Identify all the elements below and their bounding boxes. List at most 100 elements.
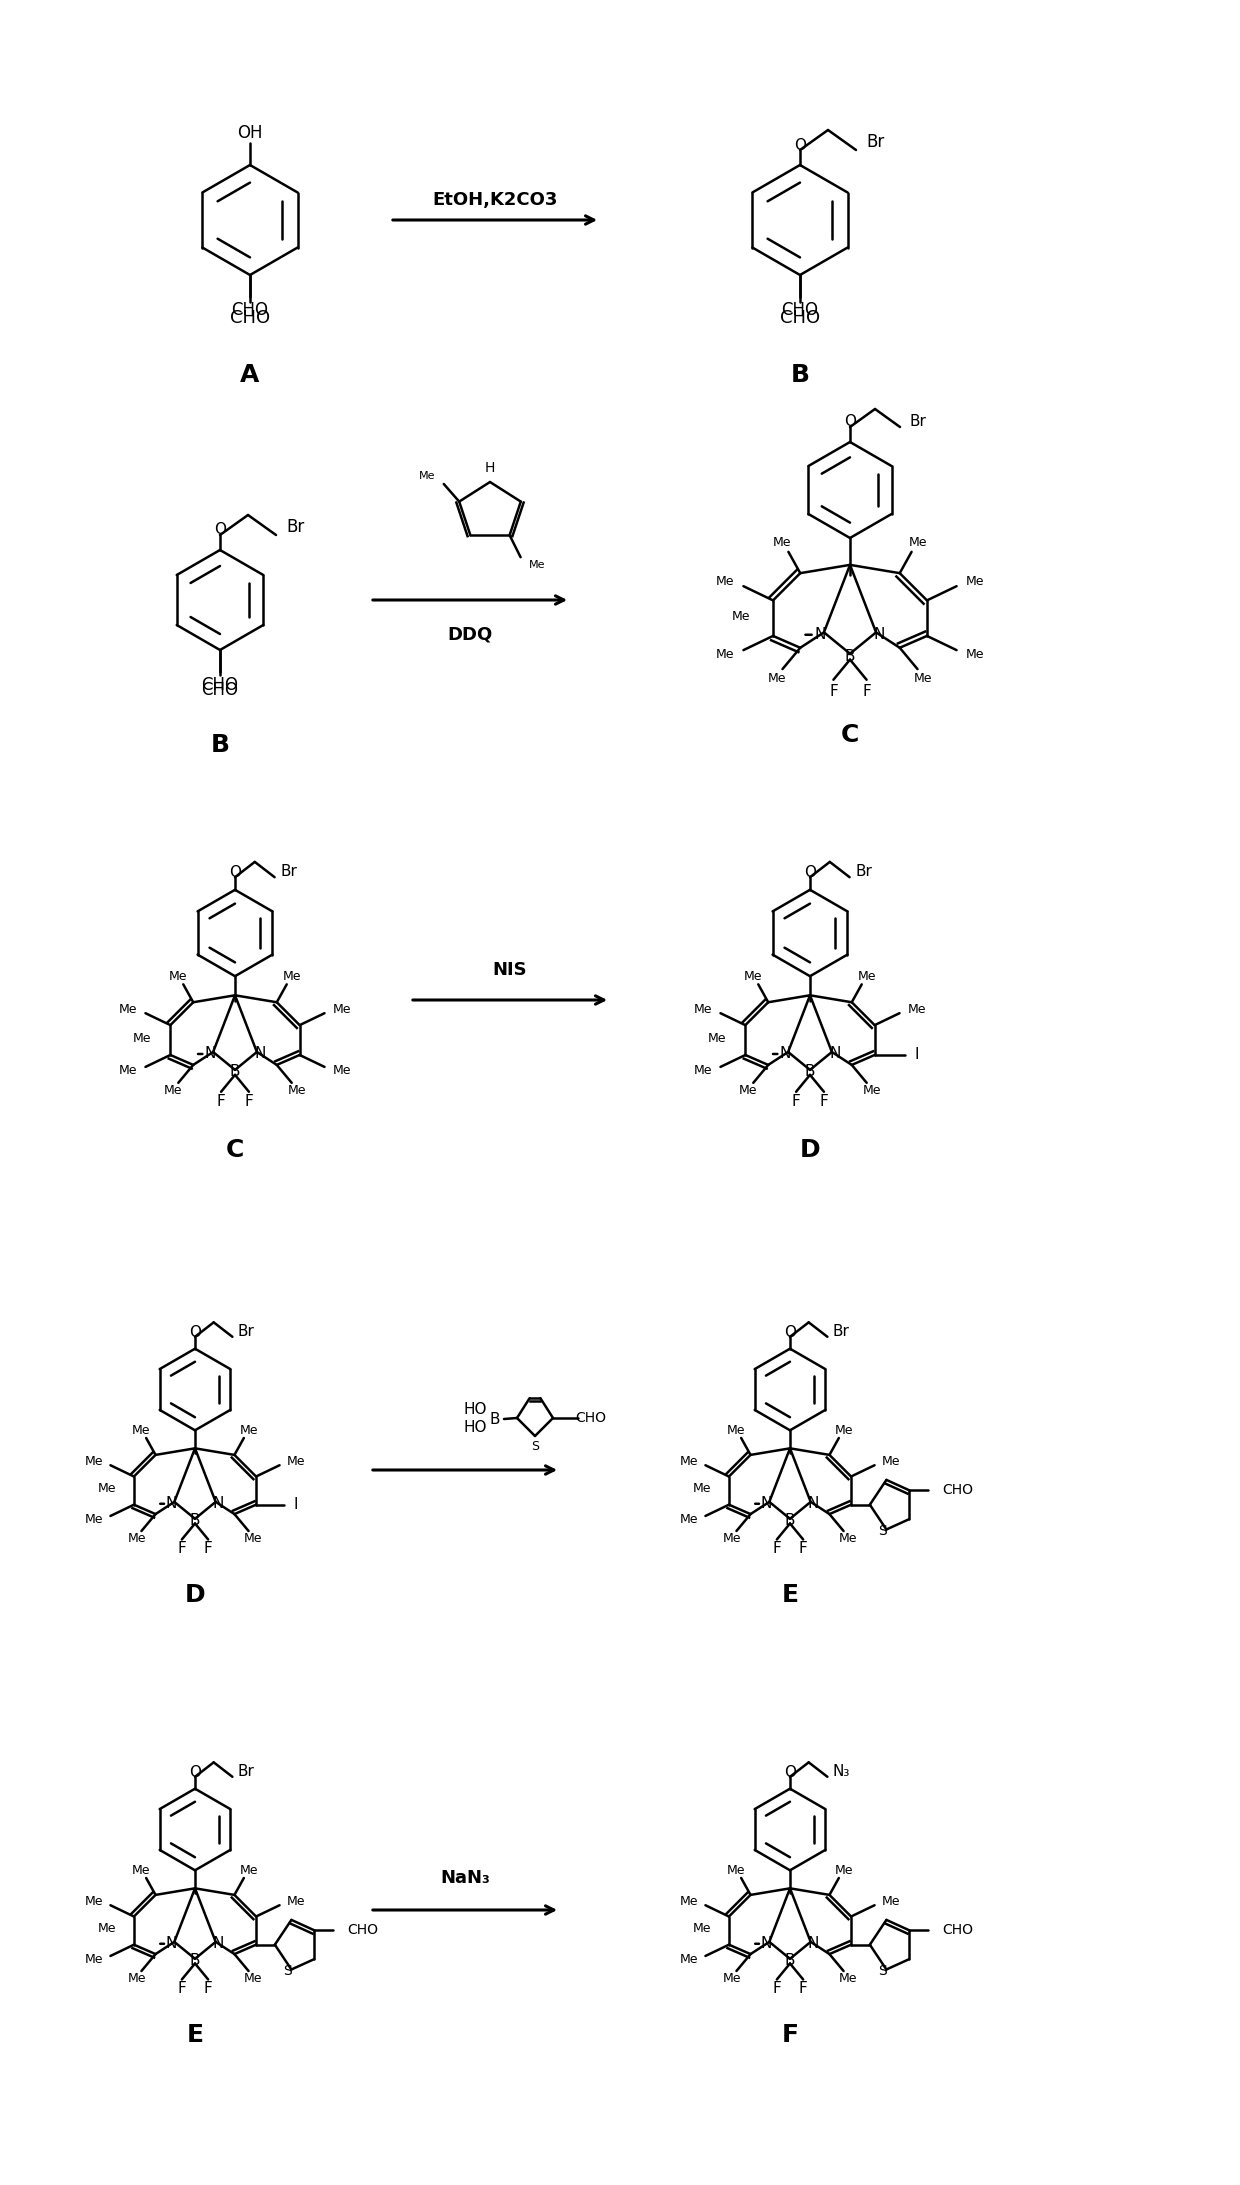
Text: CHO: CHO (575, 1412, 606, 1425)
Text: Me: Me (727, 1864, 745, 1877)
Text: Me: Me (239, 1425, 258, 1438)
Text: O: O (188, 1765, 201, 1781)
Text: Me: Me (768, 673, 786, 686)
Text: N: N (815, 627, 826, 642)
Text: OH: OH (237, 125, 263, 142)
Text: B: B (190, 1514, 200, 1527)
Text: Me: Me (133, 1864, 151, 1877)
Text: Me: Me (98, 1481, 117, 1495)
Text: B: B (190, 1953, 200, 1969)
Text: F: F (203, 1982, 212, 1997)
Text: N: N (254, 1047, 265, 1062)
Text: N: N (780, 1047, 791, 1062)
Text: N: N (807, 1497, 820, 1512)
Text: Me: Me (164, 1084, 182, 1097)
Text: CHO: CHO (347, 1923, 378, 1938)
Text: F: F (177, 1982, 186, 1997)
Text: N: N (166, 1936, 177, 1951)
Text: Me: Me (882, 1455, 900, 1468)
Text: S: S (283, 1964, 291, 1977)
Text: B: B (785, 1514, 795, 1527)
Text: O: O (844, 415, 856, 430)
Text: Me: Me (863, 1084, 880, 1097)
Text: O: O (804, 865, 816, 881)
Text: Me: Me (680, 1894, 698, 1908)
Text: Me: Me (966, 575, 985, 588)
Text: I: I (914, 1047, 919, 1062)
Text: B: B (229, 1064, 241, 1079)
Text: CHO: CHO (780, 308, 820, 328)
Text: F: F (799, 1540, 807, 1556)
Text: Me: Me (692, 1481, 711, 1495)
Text: E: E (781, 1582, 799, 1606)
Text: I: I (294, 1497, 298, 1512)
Text: N: N (807, 1936, 820, 1951)
Text: B: B (211, 732, 229, 756)
Text: H: H (485, 461, 495, 474)
Text: F: F (830, 684, 838, 699)
Text: Me: Me (835, 1864, 853, 1877)
Text: S: S (531, 1440, 539, 1453)
Text: Me: Me (694, 1003, 713, 1016)
Text: NaN₃: NaN₃ (440, 1868, 490, 1888)
Text: Me: Me (744, 970, 763, 983)
Text: Me: Me (84, 1455, 103, 1468)
Text: Me: Me (288, 1455, 305, 1468)
Text: O: O (784, 1324, 796, 1339)
Text: O: O (229, 865, 241, 881)
Text: F: F (203, 1540, 212, 1556)
Text: D: D (185, 1582, 206, 1606)
Text: B: B (490, 1412, 500, 1427)
Text: N: N (874, 627, 885, 642)
Text: Me: Me (283, 970, 301, 983)
Text: Me: Me (723, 1973, 742, 1984)
Text: N: N (213, 1497, 224, 1512)
Text: E: E (186, 2023, 203, 2047)
Text: Me: Me (908, 535, 926, 548)
Text: F: F (820, 1095, 828, 1110)
Text: Me: Me (857, 970, 875, 983)
Text: C: C (841, 723, 859, 747)
Text: C: C (226, 1138, 244, 1162)
Text: CHO: CHO (781, 302, 818, 319)
Text: Br: Br (867, 133, 885, 151)
Text: F: F (781, 2023, 799, 2047)
Text: Me: Me (835, 1425, 853, 1438)
Text: DDQ: DDQ (448, 625, 492, 645)
Text: Me: Me (715, 575, 734, 588)
Text: Me: Me (839, 1973, 858, 1984)
Text: Me: Me (84, 1894, 103, 1908)
Text: O: O (784, 1765, 796, 1781)
Text: F: F (177, 1540, 186, 1556)
Text: Me: Me (119, 1064, 138, 1077)
Text: F: F (244, 1095, 253, 1110)
Text: F: F (799, 1982, 807, 1997)
Text: Br: Br (286, 518, 305, 535)
Text: Me: Me (528, 559, 546, 570)
Text: Me: Me (739, 1084, 758, 1097)
Text: CHO: CHO (232, 302, 269, 319)
Text: Me: Me (839, 1532, 858, 1545)
Text: Br: Br (910, 413, 926, 428)
Text: CHO: CHO (201, 675, 238, 695)
Text: F: F (862, 684, 870, 699)
Text: Me: Me (244, 1532, 263, 1545)
Text: N₃: N₃ (832, 1763, 849, 1779)
Text: Me: Me (732, 610, 750, 623)
Text: N: N (761, 1497, 773, 1512)
Text: Me: Me (288, 1084, 306, 1097)
Text: Me: Me (715, 649, 734, 662)
Text: Br: Br (832, 1324, 849, 1339)
Text: Me: Me (908, 1003, 926, 1016)
Text: CHO: CHO (942, 1484, 973, 1497)
Text: Me: Me (708, 1031, 727, 1044)
Text: F: F (791, 1095, 801, 1110)
Text: Me: Me (419, 472, 435, 481)
Text: B: B (844, 649, 856, 664)
Text: Me: Me (727, 1425, 745, 1438)
Text: F: F (773, 1540, 781, 1556)
Text: CHO: CHO (229, 308, 270, 328)
Text: B: B (805, 1064, 815, 1079)
Text: Me: Me (169, 970, 187, 983)
Text: Me: Me (914, 673, 932, 686)
